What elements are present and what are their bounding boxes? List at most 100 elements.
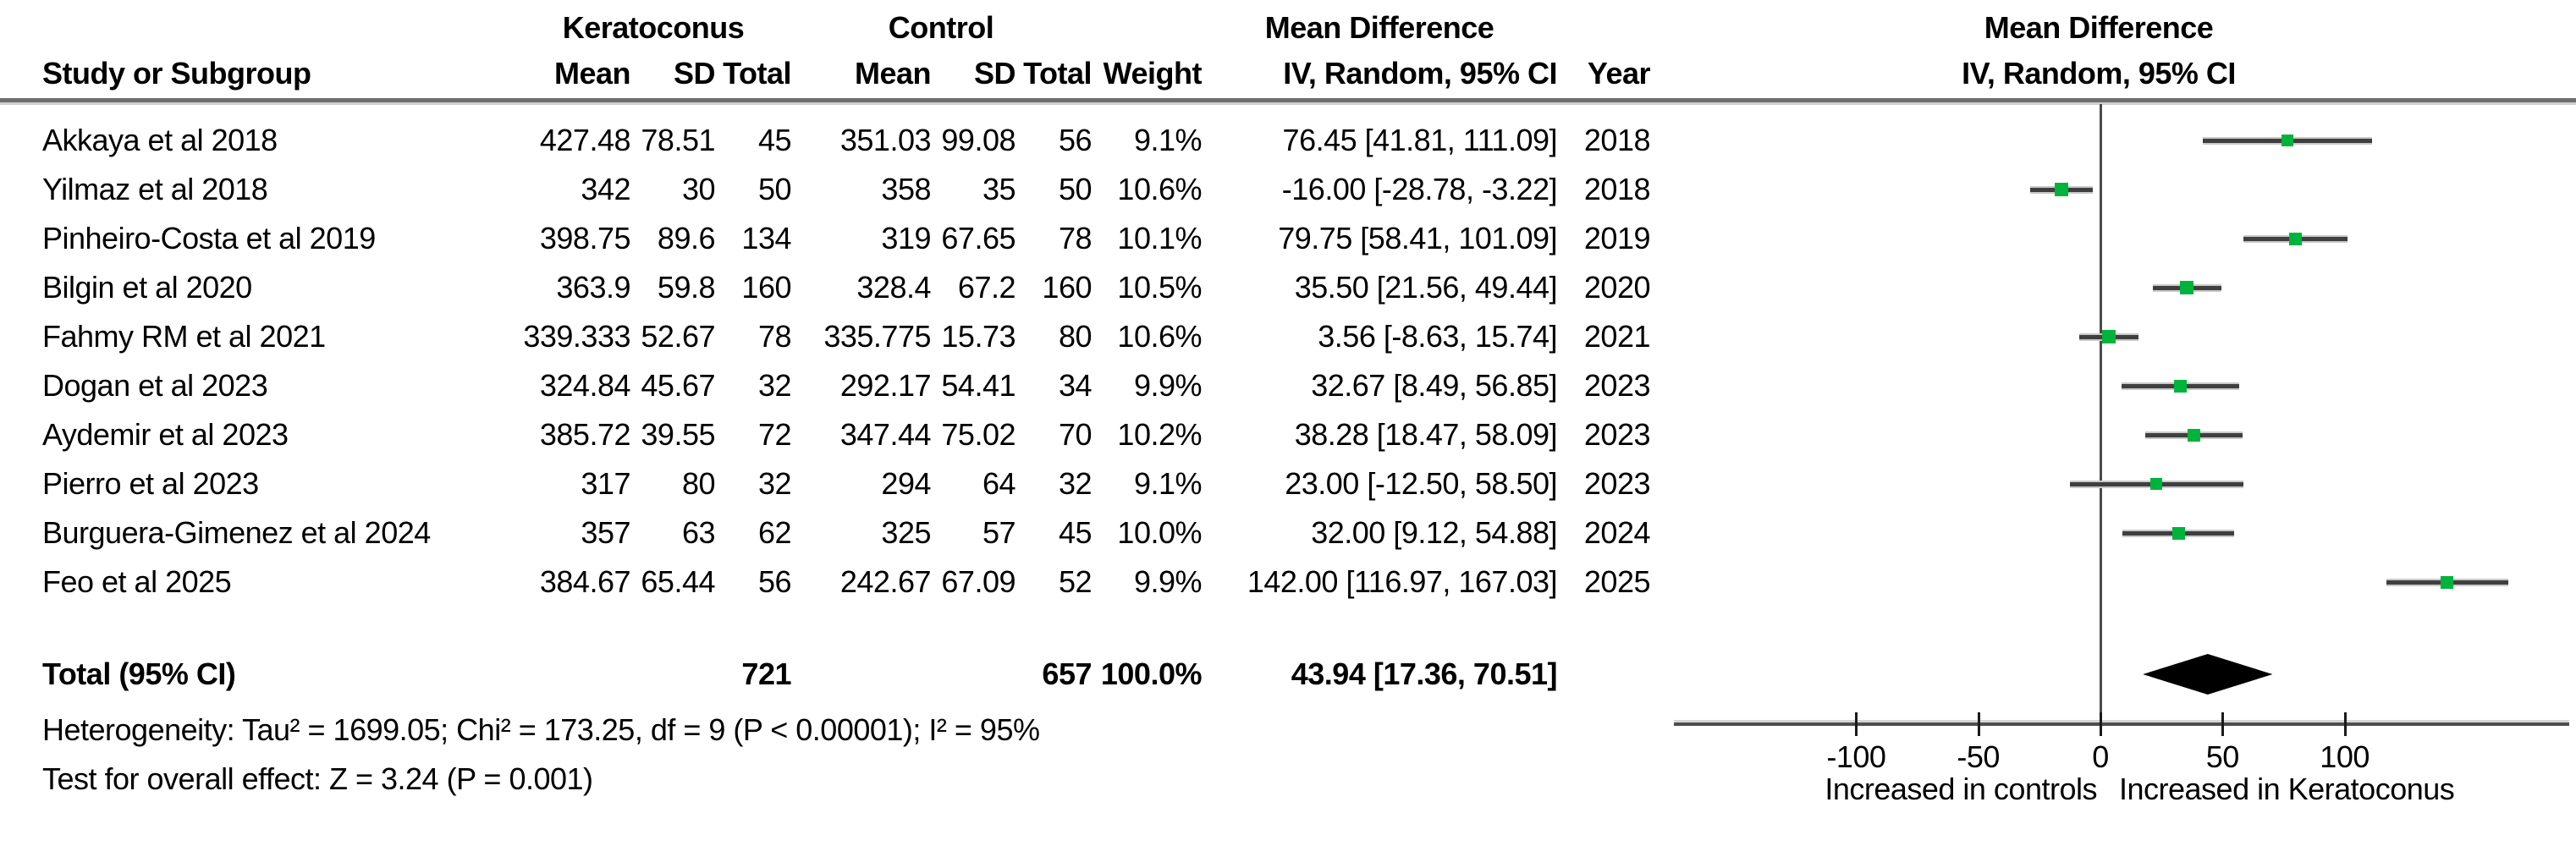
cell-total2: 70 <box>1058 417 1093 452</box>
cell-study: Feo et al 2025 <box>42 564 232 599</box>
total-n1: 721 <box>741 656 791 691</box>
col-study: Study or Subgroup <box>42 56 311 91</box>
cell-study: Yilmaz et al 2018 <box>42 172 268 206</box>
cell-sd2: 15.73 <box>941 319 1016 354</box>
cell-sd2: 99.08 <box>941 123 1016 157</box>
cell-sd1: 45.67 <box>641 368 715 403</box>
effect-square <box>2102 330 2116 343</box>
cell-total2: 45 <box>1058 515 1093 550</box>
cell-total2: 50 <box>1058 172 1093 206</box>
col-mean2: Mean <box>854 56 932 91</box>
cell-weight: 10.1% <box>1117 221 1202 255</box>
col-sd2: SD <box>973 56 1016 91</box>
axis-tick <box>1977 712 1980 736</box>
cell-ci: 35.50 [21.56, 49.44] <box>1294 270 1558 305</box>
cell-ci: -16.00 [-28.78, -3.22] <box>1281 172 1558 206</box>
axis-tick <box>2100 712 2102 736</box>
heterogeneity-text: Heterogeneity: Tau² = 1699.05; Chi² = 17… <box>42 712 1040 747</box>
cell-total1: 32 <box>757 466 792 501</box>
header-separator <box>0 98 2576 105</box>
cell-mean2: 335.775 <box>823 319 931 354</box>
col-ci: IV, Random, 95% CI <box>1283 56 1557 91</box>
cell-sd1: 65.44 <box>641 564 715 599</box>
cell-year: 2023 <box>1583 466 1651 501</box>
cell-weight: 10.5% <box>1117 270 1202 305</box>
cell-sd1: 30 <box>681 172 716 206</box>
cell-weight: 9.1% <box>1133 123 1203 157</box>
table-row: Fahmy RM et al 2021 339.333 52.67 78 335.775… <box>42 318 1651 355</box>
cell-total1: 45 <box>757 123 792 157</box>
total-n2: 657 <box>1042 656 1092 691</box>
axis-tick <box>2221 712 2225 736</box>
cell-total1: 62 <box>757 515 792 550</box>
cell-year: 2023 <box>1583 417 1651 452</box>
effect-square <box>2173 379 2187 393</box>
cell-ci: 23.00 [-12.50, 58.50] <box>1285 466 1557 501</box>
axis-label-left: Increased in controls <box>1825 772 2097 806</box>
cell-weight: 9.1% <box>1133 466 1203 501</box>
cell-sd2: 57 <box>982 515 1016 550</box>
cell-study: Aydemir et al 2023 <box>42 417 289 452</box>
cell-mean2: 358 <box>881 172 931 206</box>
cell-mean1: 385.72 <box>539 417 631 452</box>
table-row: Pinheiro-Costa et al 2019 398.75 89.6 134 31… <box>42 220 1651 257</box>
effect-square <box>2150 478 2163 490</box>
col-year: Year <box>1587 56 1651 91</box>
cell-study: Dogan et al 2023 <box>42 368 268 403</box>
cell-mean1: 342 <box>581 172 630 206</box>
table-row: Dogan et al 2023 324.84 45.67 32 292.17 54.41… <box>42 367 1651 404</box>
axis-tick-label: 50 <box>2205 739 2240 774</box>
effect-square <box>2288 232 2302 245</box>
cell-total1: 56 <box>757 564 792 599</box>
cell-weight: 10.6% <box>1117 172 1202 206</box>
cell-ci: 3.56 [-8.63, 15.74] <box>1318 319 1557 354</box>
cell-total1: 134 <box>741 221 791 255</box>
cell-sd2: 67.09 <box>941 564 1016 599</box>
cell-sd2: 64 <box>982 466 1016 501</box>
col-weight: Weight <box>1103 56 1203 91</box>
overall-effect-text: Test for overall effect: Z = 3.24 (P = 0… <box>42 761 593 796</box>
effect-square <box>2281 135 2293 146</box>
axis-label-right: Increased in Keratoconus <box>2119 772 2455 806</box>
axis-tick-label: 0 <box>2092 739 2109 774</box>
cell-mean1: 363.9 <box>556 270 630 305</box>
cell-sd1: 89.6 <box>657 221 716 255</box>
table-row: Akkaya et al 2018 427.48 78.51 45 351.03 99.0… <box>42 122 1651 159</box>
cell-sd1: 52.67 <box>641 319 715 354</box>
col-total2: Total <box>1023 56 1092 91</box>
cell-study: Fahmy RM et al 2021 <box>42 319 326 354</box>
plot-subtitle: IV, Random, 95% CI <box>1962 56 2236 91</box>
cell-ci: 32.67 [8.49, 56.85] <box>1311 368 1557 403</box>
total-ci: 43.94 [17.36, 70.51] <box>1291 656 1558 691</box>
cell-sd2: 54.41 <box>941 368 1016 403</box>
cell-sd1: 80 <box>681 466 716 501</box>
table-row: Bilgin et al 2020 363.9 59.8 160 328.4 67.2 16… <box>42 269 1651 306</box>
cell-year: 2020 <box>1583 270 1651 305</box>
cell-total2: 78 <box>1058 221 1093 255</box>
cell-sd1: 39.55 <box>641 417 715 452</box>
table-row: Yilmaz et al 2018 342 30 50 358 35 50 10.6% -16.… <box>42 171 1651 208</box>
x-axis <box>1674 720 2569 726</box>
axis-tick <box>1855 712 1858 736</box>
axis-tick-label: -50 <box>1957 739 2000 774</box>
effect-square <box>2441 575 2454 589</box>
table-row: Aydemir et al 2023 385.72 39.55 72 347.44 75.… <box>42 416 1651 453</box>
cell-sd2: 35 <box>982 172 1016 206</box>
cell-ci: 76.45 [41.81, 111.09] <box>1282 123 1558 157</box>
cell-year: 2019 <box>1583 221 1651 255</box>
effect-square <box>2171 526 2185 540</box>
cell-mean2: 292.17 <box>839 368 932 403</box>
cell-mean2: 351.03 <box>839 123 932 157</box>
cell-mean1: 384.67 <box>539 564 631 599</box>
cell-total1: 78 <box>757 319 792 354</box>
cell-study: Bilgin et al 2020 <box>42 270 252 305</box>
cell-year: 2025 <box>1583 564 1651 599</box>
group2-header: Control <box>888 10 994 45</box>
cell-year: 2021 <box>1583 319 1651 354</box>
cell-weight: 10.0% <box>1117 515 1202 550</box>
cell-mean1: 324.84 <box>539 368 631 403</box>
cell-weight: 10.2% <box>1117 417 1202 452</box>
cell-mean1: 357 <box>581 515 630 550</box>
cell-total1: 32 <box>757 368 792 403</box>
axis-tick-label: -100 <box>1826 739 1886 774</box>
